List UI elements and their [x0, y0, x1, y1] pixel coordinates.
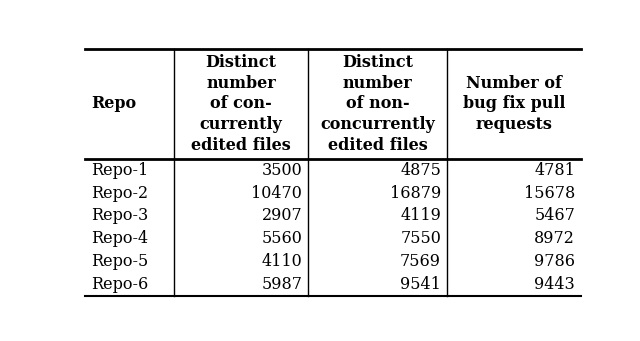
Text: 4781: 4781 [534, 162, 575, 179]
Text: 9786: 9786 [534, 253, 575, 270]
Text: 9541: 9541 [400, 276, 441, 293]
Text: 7550: 7550 [400, 230, 441, 247]
Text: Repo-4: Repo-4 [91, 230, 148, 247]
Text: 5987: 5987 [261, 276, 302, 293]
Text: Repo-6: Repo-6 [91, 276, 148, 293]
Text: 5467: 5467 [534, 207, 575, 224]
Text: Repo-2: Repo-2 [91, 185, 148, 202]
Text: 4119: 4119 [400, 207, 441, 224]
Text: 4875: 4875 [400, 162, 441, 179]
Text: 3500: 3500 [262, 162, 302, 179]
Text: 8972: 8972 [534, 230, 575, 247]
Text: Number of
bug fix pull
requests: Number of bug fix pull requests [463, 75, 565, 133]
Text: 7569: 7569 [400, 253, 441, 270]
Text: Repo-3: Repo-3 [91, 207, 148, 224]
Text: 4110: 4110 [262, 253, 302, 270]
Text: Distinct
number
of non-
concurrently
edited files: Distinct number of non- concurrently edi… [320, 54, 435, 154]
Text: Repo-5: Repo-5 [91, 253, 148, 270]
Text: 16879: 16879 [390, 185, 441, 202]
Text: 15678: 15678 [524, 185, 575, 202]
Text: 2907: 2907 [262, 207, 302, 224]
Text: Repo: Repo [91, 95, 136, 113]
Text: 5560: 5560 [261, 230, 302, 247]
Text: Distinct
number
of con-
currently
edited files: Distinct number of con- currently edited… [191, 54, 291, 154]
Text: Repo-1: Repo-1 [91, 162, 148, 179]
Text: 10470: 10470 [252, 185, 302, 202]
Text: 9443: 9443 [534, 276, 575, 293]
